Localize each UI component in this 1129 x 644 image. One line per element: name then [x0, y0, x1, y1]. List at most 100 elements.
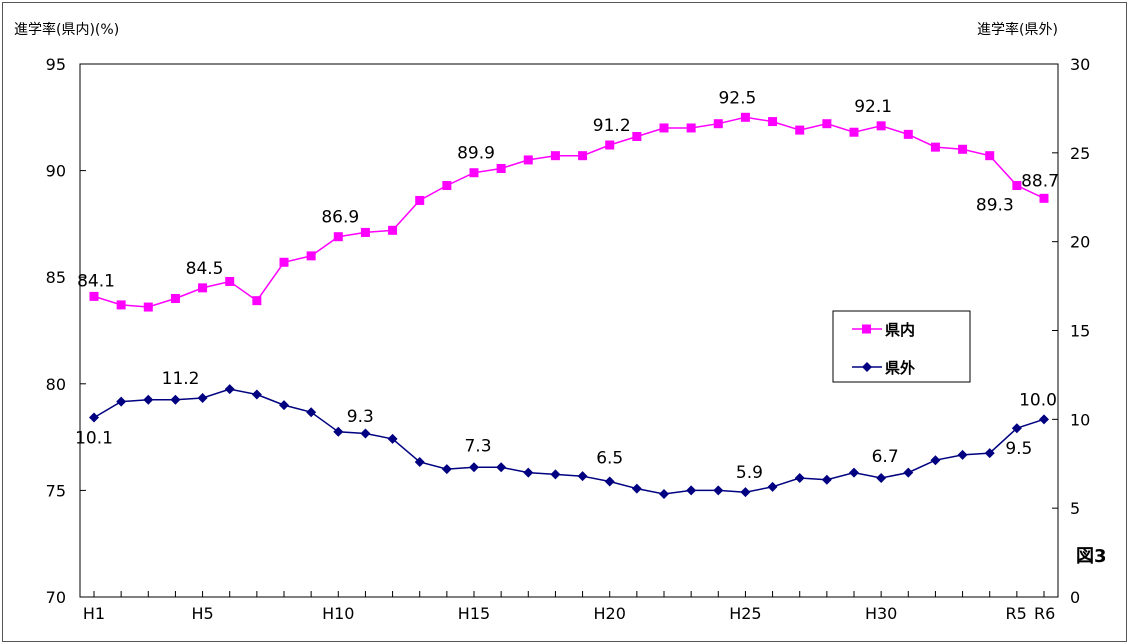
data-point — [496, 163, 506, 173]
data-label: 10.0 — [1019, 390, 1057, 410]
data-point — [604, 476, 615, 487]
data-point — [333, 426, 344, 437]
data-point — [985, 151, 995, 161]
data-label: 92.1 — [854, 97, 892, 117]
data-point — [605, 140, 615, 150]
series-line-prefecture-inside — [93, 116, 1045, 308]
data-point — [632, 131, 642, 141]
right-tick-label: 5 — [1070, 499, 1080, 518]
right-tick-label: 25 — [1070, 144, 1090, 163]
data-point — [170, 294, 180, 304]
left-axis-title: 進学率(県内)(%) — [14, 21, 119, 38]
left-tick-label: 95 — [46, 55, 66, 74]
data-point — [713, 485, 724, 496]
data-label: 86.9 — [321, 208, 359, 228]
data-point — [306, 251, 316, 261]
data-point — [822, 119, 832, 129]
data-point — [496, 462, 507, 473]
data-point — [958, 144, 968, 154]
right-axis-title: 進学率(県外) — [977, 21, 1058, 38]
legend-label: 県外 — [885, 359, 915, 377]
data-point — [550, 151, 560, 161]
x-tick-label: H30 — [865, 604, 897, 623]
x-tick-label: H1 — [83, 604, 105, 623]
data-point — [577, 471, 588, 482]
data-label: 6.5 — [596, 449, 623, 469]
data-point — [469, 462, 479, 473]
data-point — [1012, 181, 1022, 191]
data-point — [876, 472, 887, 483]
data-label: 89.3 — [976, 196, 1014, 216]
left-tick-label: 80 — [46, 375, 66, 394]
left-tick-label: 90 — [46, 162, 66, 181]
data-point — [388, 225, 398, 235]
data-point — [89, 412, 99, 423]
series-line-prefecture-outside — [93, 388, 1045, 495]
data-label: 92.5 — [718, 88, 756, 108]
data-point — [849, 467, 859, 478]
legend-box — [832, 310, 971, 383]
data-label: 91.2 — [593, 116, 631, 136]
data-point — [1039, 193, 1049, 203]
data-point — [686, 123, 696, 133]
data-point — [279, 400, 289, 411]
data-point — [795, 125, 805, 135]
data-point — [523, 155, 533, 165]
data-point — [143, 394, 154, 405]
right-tick-label: 20 — [1070, 233, 1090, 252]
data-label: 9.3 — [347, 407, 374, 427]
data-point — [903, 129, 913, 139]
right-tick-label: 30 — [1070, 55, 1090, 74]
data-point — [198, 283, 208, 293]
data-point — [957, 449, 968, 460]
data-point — [659, 488, 669, 499]
data-point — [903, 467, 914, 478]
data-point — [170, 394, 181, 405]
x-tick-label: R6 — [1034, 604, 1055, 623]
data-point — [1039, 414, 1049, 425]
x-tick-label: R5 — [1006, 604, 1027, 623]
data-point — [414, 456, 425, 467]
data-point — [441, 464, 452, 475]
left-tick-label: 70 — [46, 588, 66, 607]
data-label: 84.1 — [77, 271, 115, 291]
data-point — [686, 485, 697, 496]
data-point — [333, 232, 343, 242]
data-point — [930, 142, 940, 152]
data-point — [713, 119, 723, 129]
legend-marker — [862, 324, 871, 334]
x-tick-label: H5 — [191, 604, 213, 623]
right-tick-label: 15 — [1070, 322, 1090, 341]
right-tick-label: 0 — [1070, 588, 1080, 607]
data-label: 10.1 — [75, 429, 113, 449]
data-point — [794, 472, 805, 483]
data-point — [821, 474, 832, 485]
data-point — [876, 121, 886, 131]
data-point — [550, 469, 561, 480]
x-tick-label: H10 — [322, 604, 354, 623]
data-point — [578, 151, 588, 161]
right-axis: 0 5 10 15 20 25 30 — [1052, 55, 1090, 607]
data-point — [984, 448, 995, 459]
data-label: 9.5 — [1005, 439, 1032, 459]
left-tick-label: 85 — [46, 268, 66, 287]
data-point — [930, 455, 941, 466]
data-label: 5.9 — [736, 463, 763, 483]
data-label: 89.9 — [457, 144, 495, 164]
x-axis: H1 H5 H10 H15 H20 H25 H30 R5 R6 — [83, 591, 1055, 623]
data-label: 11.2 — [162, 369, 200, 389]
data-point — [767, 481, 778, 492]
x-tick-label: H25 — [729, 604, 761, 623]
left-axis: 70 75 80 85 90 95 — [46, 55, 86, 607]
data-point — [740, 487, 751, 498]
data-point — [279, 257, 289, 267]
data-point — [360, 227, 370, 237]
series-layer — [89, 112, 1049, 499]
data-point — [387, 433, 398, 444]
data-point — [659, 123, 669, 133]
data-labels: 84.1 84.5 86.9 89.9 91.2 92.5 92.1 89.3 88.7 10.1… — [75, 88, 1059, 483]
x-tick-label: H15 — [458, 604, 490, 623]
data-point — [849, 127, 859, 137]
data-label: 88.7 — [1021, 171, 1059, 191]
